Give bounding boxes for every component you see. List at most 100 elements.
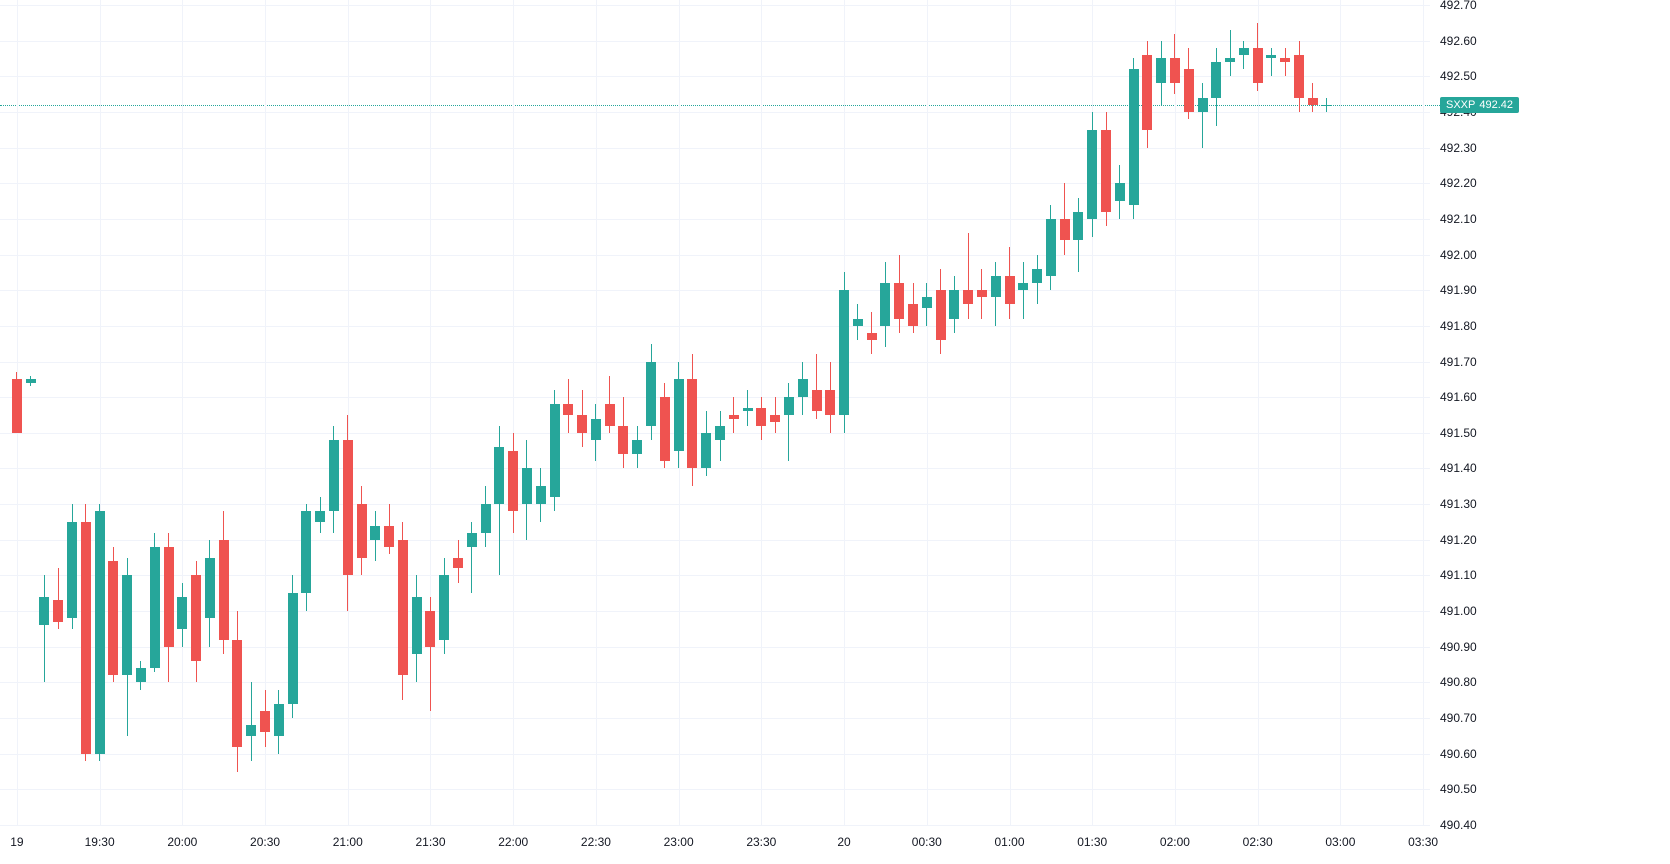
candle-body[interactable] bbox=[660, 397, 670, 461]
candle-body[interactable] bbox=[839, 290, 849, 415]
candle-body[interactable] bbox=[646, 362, 656, 426]
candle-body[interactable] bbox=[26, 379, 36, 383]
candle-body[interactable] bbox=[977, 290, 987, 297]
candle-body[interactable] bbox=[674, 379, 684, 450]
candle-body[interactable] bbox=[1046, 219, 1056, 276]
candle-body[interactable] bbox=[1280, 58, 1290, 62]
candle-body[interactable] bbox=[618, 426, 628, 455]
candle-body[interactable] bbox=[425, 611, 435, 647]
candle-body[interactable] bbox=[274, 704, 284, 736]
candle-body[interactable] bbox=[453, 558, 463, 569]
candle-body[interactable] bbox=[825, 390, 835, 415]
candle-body[interactable] bbox=[95, 511, 105, 753]
candle-body[interactable] bbox=[232, 640, 242, 747]
candle-body[interactable] bbox=[439, 575, 449, 639]
candle-body[interactable] bbox=[1018, 283, 1028, 290]
candle-body[interactable] bbox=[922, 297, 932, 308]
candle-body[interactable] bbox=[1211, 62, 1221, 98]
candle-body[interactable] bbox=[357, 504, 367, 557]
candle-body[interactable] bbox=[1087, 130, 1097, 219]
candle-body[interactable] bbox=[1129, 69, 1139, 204]
candle-body[interactable] bbox=[1266, 55, 1276, 59]
candle-body[interactable] bbox=[1005, 276, 1015, 305]
candle-body[interactable] bbox=[798, 379, 808, 397]
candle-body[interactable] bbox=[743, 408, 753, 412]
candle-body[interactable] bbox=[343, 440, 353, 575]
candle-body[interactable] bbox=[288, 593, 298, 704]
candle-body[interactable] bbox=[53, 600, 63, 621]
candle-body[interactable] bbox=[715, 426, 725, 440]
candle-body[interactable] bbox=[605, 404, 615, 425]
candle-body[interactable] bbox=[67, 522, 77, 618]
candle-body[interactable] bbox=[908, 304, 918, 325]
candle-body[interactable] bbox=[150, 547, 160, 668]
candle-body[interactable] bbox=[1156, 58, 1166, 83]
candle-body[interactable] bbox=[812, 390, 822, 411]
candle-body[interactable] bbox=[867, 333, 877, 340]
candle-body[interactable] bbox=[164, 547, 174, 647]
candle-body[interactable] bbox=[894, 283, 904, 319]
candle-body[interactable] bbox=[412, 597, 422, 654]
candle-body[interactable] bbox=[522, 468, 532, 504]
candle-body[interactable] bbox=[191, 575, 201, 661]
candle-body[interactable] bbox=[1225, 58, 1235, 62]
candle-body[interactable] bbox=[12, 379, 22, 432]
candle-body[interactable] bbox=[301, 511, 311, 593]
candle-body[interactable] bbox=[315, 511, 325, 522]
candle-body[interactable] bbox=[508, 451, 518, 512]
candle-body[interactable] bbox=[701, 433, 711, 469]
candle-body[interactable] bbox=[39, 597, 49, 626]
candle-body[interactable] bbox=[177, 597, 187, 629]
candle-body[interactable] bbox=[880, 283, 890, 326]
candle-body[interactable] bbox=[467, 533, 477, 547]
x-axis-label: 23:30 bbox=[746, 835, 776, 849]
candle-body[interactable] bbox=[756, 408, 766, 426]
candle-body[interactable] bbox=[1198, 98, 1208, 112]
x-axis-label: 01:30 bbox=[1077, 835, 1107, 849]
candle-body[interactable] bbox=[1142, 55, 1152, 130]
candle-body[interactable] bbox=[136, 668, 146, 682]
candle-body[interactable] bbox=[936, 290, 946, 340]
candle-body[interactable] bbox=[1115, 183, 1125, 201]
candle-body[interactable] bbox=[494, 447, 504, 504]
candle-body[interactable] bbox=[563, 404, 573, 415]
candle-body[interactable] bbox=[1239, 48, 1249, 55]
candle-body[interactable] bbox=[1073, 212, 1083, 241]
candle-body[interactable] bbox=[1322, 105, 1332, 106]
candle-body[interactable] bbox=[632, 440, 642, 454]
candle-body[interactable] bbox=[991, 276, 1001, 297]
candle-body[interactable] bbox=[853, 319, 863, 326]
candle-body[interactable] bbox=[1032, 269, 1042, 283]
candle-body[interactable] bbox=[536, 486, 546, 504]
candle-body[interactable] bbox=[963, 290, 973, 304]
candlestick-chart[interactable]: 490.40490.50490.60490.70490.80490.90491.… bbox=[0, 0, 1670, 864]
x-axis-label: 19 bbox=[10, 835, 23, 849]
candle-body[interactable] bbox=[81, 522, 91, 754]
candle-body[interactable] bbox=[481, 504, 491, 533]
candle-body[interactable] bbox=[1060, 219, 1070, 240]
candle-body[interactable] bbox=[260, 711, 270, 732]
candle-body[interactable] bbox=[1170, 58, 1180, 83]
candle-body[interactable] bbox=[108, 561, 118, 675]
candle-body[interactable] bbox=[577, 415, 587, 433]
candle-body[interactable] bbox=[784, 397, 794, 415]
candle-body[interactable] bbox=[949, 290, 959, 319]
candle-body[interactable] bbox=[219, 540, 229, 640]
candle-body[interactable] bbox=[1253, 48, 1263, 84]
candle-body[interactable] bbox=[729, 415, 739, 419]
candle-body[interactable] bbox=[687, 379, 697, 468]
candle-body[interactable] bbox=[398, 540, 408, 675]
candle-body[interactable] bbox=[384, 526, 394, 547]
candle-body[interactable] bbox=[205, 558, 215, 619]
candle-body[interactable] bbox=[370, 526, 380, 540]
candle-body[interactable] bbox=[591, 419, 601, 440]
candle-body[interactable] bbox=[246, 725, 256, 736]
candle-body[interactable] bbox=[1308, 98, 1318, 105]
candle-body[interactable] bbox=[1101, 130, 1111, 212]
candle-body[interactable] bbox=[550, 404, 560, 497]
candle-body[interactable] bbox=[329, 440, 339, 511]
candle-body[interactable] bbox=[122, 575, 132, 675]
candle-body[interactable] bbox=[770, 415, 780, 422]
candle-body[interactable] bbox=[1184, 69, 1194, 112]
candle-body[interactable] bbox=[1294, 55, 1304, 98]
